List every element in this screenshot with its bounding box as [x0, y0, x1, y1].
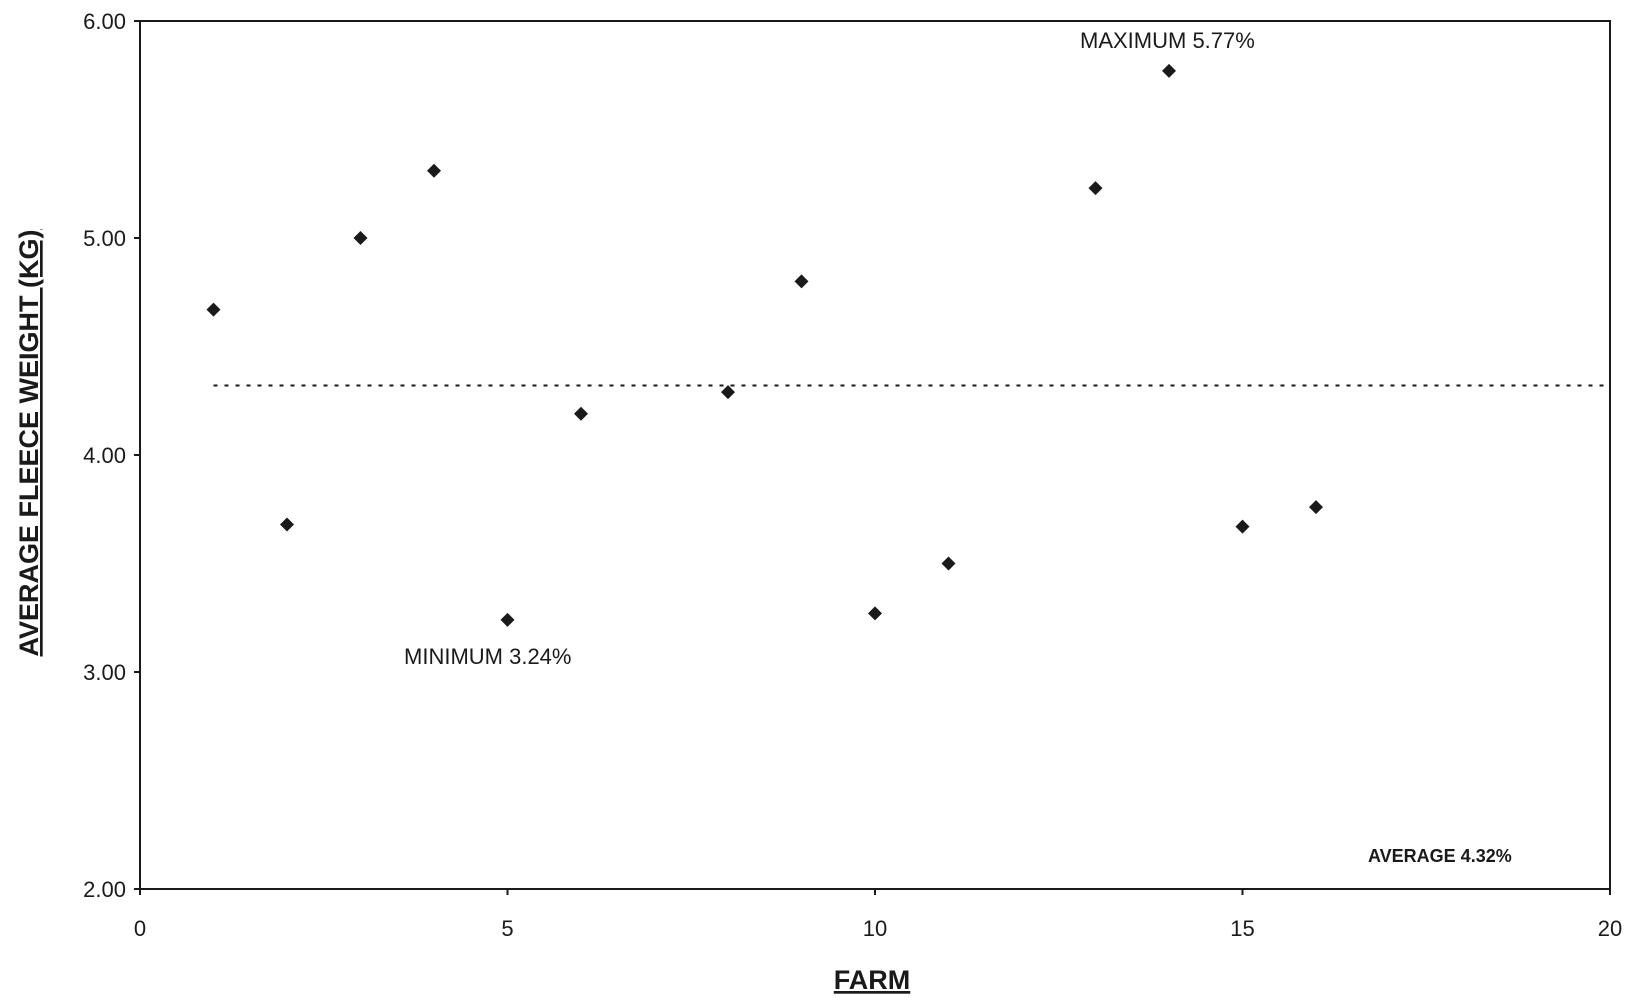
data-point-diamond: [941, 556, 956, 571]
plot-frame: [139, 20, 1611, 890]
data-point-diamond: [353, 231, 368, 245]
average-annotation: AVERAGE 4.32%: [1368, 846, 1512, 866]
maximum-annotation: MAXIMUM 5.77%: [1080, 28, 1255, 53]
data-point-diamond: [868, 606, 882, 621]
data-point-diamond: [206, 302, 221, 317]
minimum-annotation: MINIMUM 3.24%: [404, 644, 571, 669]
data-point-diamond: [1088, 181, 1103, 196]
data-point-diamond: [280, 517, 294, 532]
x-axis-title: FARM: [834, 965, 911, 995]
y-tick-label: 2.00: [83, 877, 126, 902]
y-tick-label: 5.00: [83, 226, 126, 251]
data-point-diamond: [427, 163, 441, 178]
data-points: [206, 63, 1323, 627]
x-tick-label: 5: [501, 916, 513, 941]
data-point-diamond: [574, 406, 588, 421]
x-tick-label: 0: [134, 916, 146, 941]
y-tick-label: 3.00: [83, 660, 126, 685]
data-point-diamond: [1309, 500, 1323, 515]
y-axis-ticks: 2.00 3.00 4.00 5.00 6.00: [83, 9, 140, 902]
y-tick-label: 4.00: [83, 443, 126, 468]
data-point-diamond: [1235, 519, 1250, 534]
x-axis-ticks: 0 5 10 15 20: [134, 889, 1622, 941]
data-point-diamond: [794, 274, 809, 289]
x-tick-label: 20: [1598, 916, 1622, 941]
y-tick-label: 6.00: [83, 9, 126, 34]
y-axis-title: AVERAGE FLEECE WEIGHT (KG): [14, 229, 44, 656]
x-tick-label: 15: [1230, 916, 1254, 941]
data-point-diamond: [1162, 63, 1176, 78]
data-point-diamond: [500, 612, 515, 627]
x-tick-label: 10: [863, 916, 887, 941]
data-point-diamond: [721, 385, 735, 400]
